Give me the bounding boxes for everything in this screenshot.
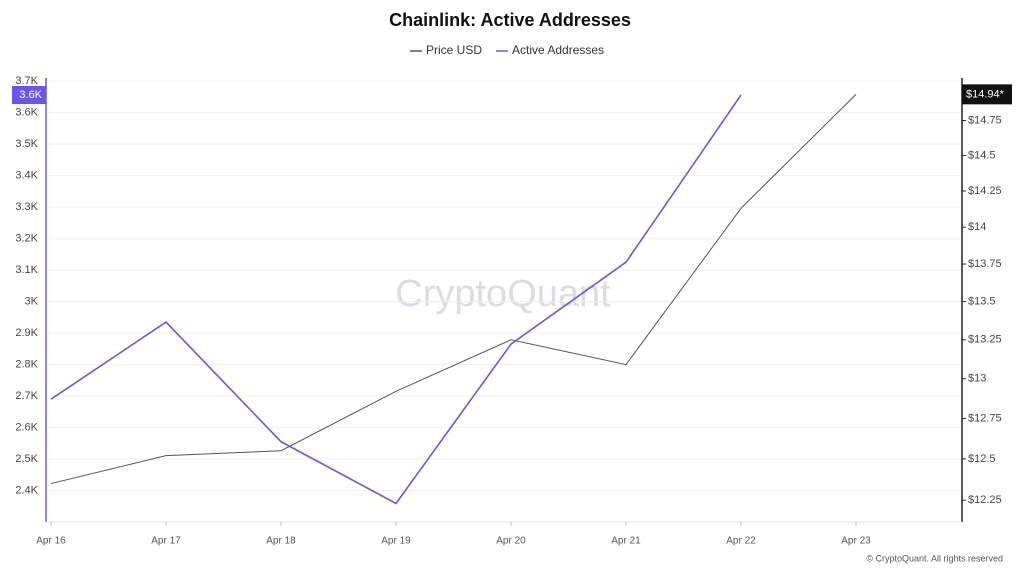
y-tick-label: 3.6K (15, 107, 38, 119)
y2-tick-label: $14 (968, 221, 986, 233)
y2-tick-label: $12.5 (968, 453, 996, 465)
series-line (50, 94, 742, 505)
y-badge-label: 3.6K (19, 89, 42, 101)
y-tick-label: 3K (25, 295, 39, 307)
y-tick-label: 2.6K (15, 421, 38, 433)
y-badge (12, 86, 46, 105)
x-tick-label: Apr 23 (841, 536, 871, 547)
legend-label: Active Addresses (512, 43, 604, 57)
y2-badge-label: $14.94* (966, 88, 1005, 100)
x-tick-label: Apr 21 (611, 536, 641, 547)
y2-tick-label: $12.25 (968, 494, 1002, 506)
x-tick-label: Apr 19 (381, 536, 411, 547)
y-tick-label: 2.8K (15, 358, 38, 370)
y2-tick-label: $13.25 (968, 334, 1002, 346)
y-tick-label: 2.4K (15, 484, 38, 496)
x-tick-label: Apr 16 (36, 536, 66, 547)
y-tick-label: 3.4K (15, 170, 38, 182)
footer: © CryptoQuant. All rights reserved (866, 553, 1003, 563)
y-tick-label: 3.2K (15, 233, 38, 245)
y2-tick-label: $13.5 (968, 295, 996, 307)
y-tick-label: 2.9K (15, 327, 38, 339)
x-tick-label: Apr 17 (151, 536, 181, 547)
x-tick-label: Apr 18 (266, 536, 296, 547)
y2-tick-label: $14.75 (968, 114, 1002, 126)
y-tick-label: 3.3K (15, 201, 38, 213)
y2-tick-label: $13 (968, 373, 986, 385)
y2-tick-label: $12.75 (968, 412, 1002, 424)
y2-tick-label: $13.75 (968, 258, 1002, 270)
chart-title: Chainlink: Active Addresses (389, 10, 631, 30)
y-tick-label: 2.5K (15, 453, 38, 465)
y-tick-label: 2.7K (15, 390, 38, 402)
x-tick-label: Apr 22 (726, 536, 756, 547)
y2-tick-label: $14.5 (968, 149, 996, 161)
legend-label: Price USD (426, 43, 482, 57)
x-tick-label: Apr 20 (496, 536, 526, 547)
watermark: CryptoQuant (395, 273, 611, 315)
y-tick-label: 3.7K (15, 75, 38, 87)
y2-badge (962, 84, 1012, 105)
y-tick-label: 3.1K (15, 264, 38, 276)
series-line (50, 93, 857, 485)
y-tick-label: 3.5K (15, 138, 38, 150)
y2-tick-label: $14.25 (968, 185, 1002, 197)
